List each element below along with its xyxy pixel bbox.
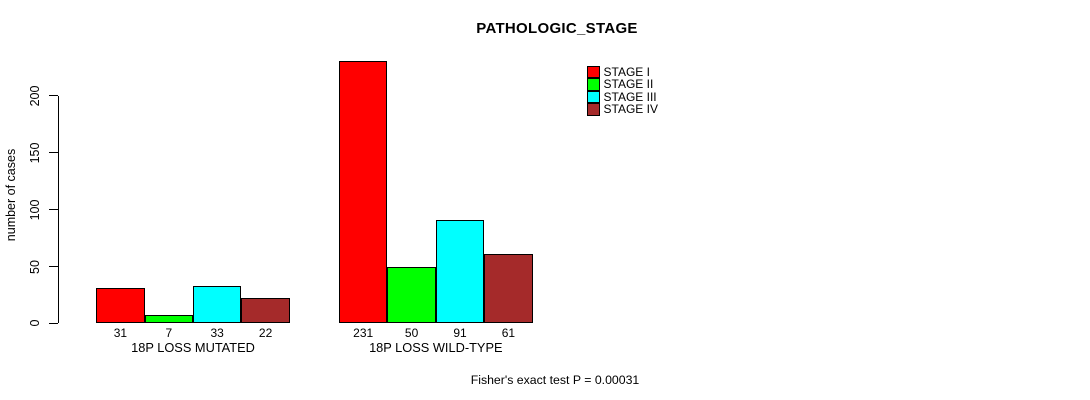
bar-stage-ii	[387, 266, 436, 324]
bar-stage-i	[96, 288, 145, 324]
legend-label: STAGE IV	[603, 102, 658, 117]
bar-value-label: 33	[210, 326, 224, 340]
bar-stage-iv	[484, 253, 533, 324]
y-tick	[49, 152, 59, 154]
bar-stage-ii	[144, 315, 193, 324]
y-tick	[49, 95, 59, 97]
legend-item: STAGE III	[587, 89, 658, 104]
x-category-label: 18P LOSS WILD-TYPE	[369, 340, 503, 355]
y-tick-label: 0	[28, 319, 42, 327]
legend-label: STAGE III	[603, 89, 657, 104]
legend-label: STAGE I	[603, 65, 650, 79]
legend-item: STAGE IV	[587, 102, 658, 117]
y-tick	[49, 208, 59, 211]
x-category-label: 18P LOSS MUTATED	[131, 340, 255, 355]
y-tick	[49, 265, 59, 268]
y-tick-label: 200	[28, 85, 42, 107]
chart-title: PATHOLOGIC_STAGE	[476, 20, 638, 37]
legend: STAGE I STAGE II STAGE III STAGE IV	[587, 66, 658, 116]
legend-swatch	[587, 103, 600, 116]
fisher-test-annotation: Fisher's exact test P = 0.00031	[470, 373, 640, 387]
bar-value-label: 31	[113, 326, 128, 340]
legend-item: STAGE I	[587, 65, 658, 79]
y-tick	[49, 322, 59, 325]
legend-swatch	[587, 65, 600, 79]
bar-value-label: 61	[501, 326, 516, 340]
bar-value-label: 91	[453, 326, 467, 340]
y-tick-label: 100	[28, 199, 42, 221]
bar-stage-iv	[241, 298, 290, 324]
legend-swatch	[587, 90, 600, 104]
bar-stage-iii	[435, 219, 485, 324]
y-tick-label: 150	[28, 142, 42, 164]
y-axis-line	[57, 95, 59, 324]
bar-value-label: 50	[404, 326, 419, 340]
bar-value-label: 231	[353, 326, 374, 340]
bar-value-label: 22	[258, 326, 273, 340]
y-tick-label: 50	[28, 259, 42, 274]
bar-stage-i	[339, 60, 388, 324]
bar-stage-iii	[193, 285, 242, 324]
legend-item: STAGE II	[587, 77, 658, 92]
legend-label: STAGE II	[603, 77, 654, 92]
legend-swatch	[587, 78, 600, 91]
y-axis-label: number of cases	[4, 148, 18, 242]
bar-value-label: 7	[165, 326, 173, 340]
